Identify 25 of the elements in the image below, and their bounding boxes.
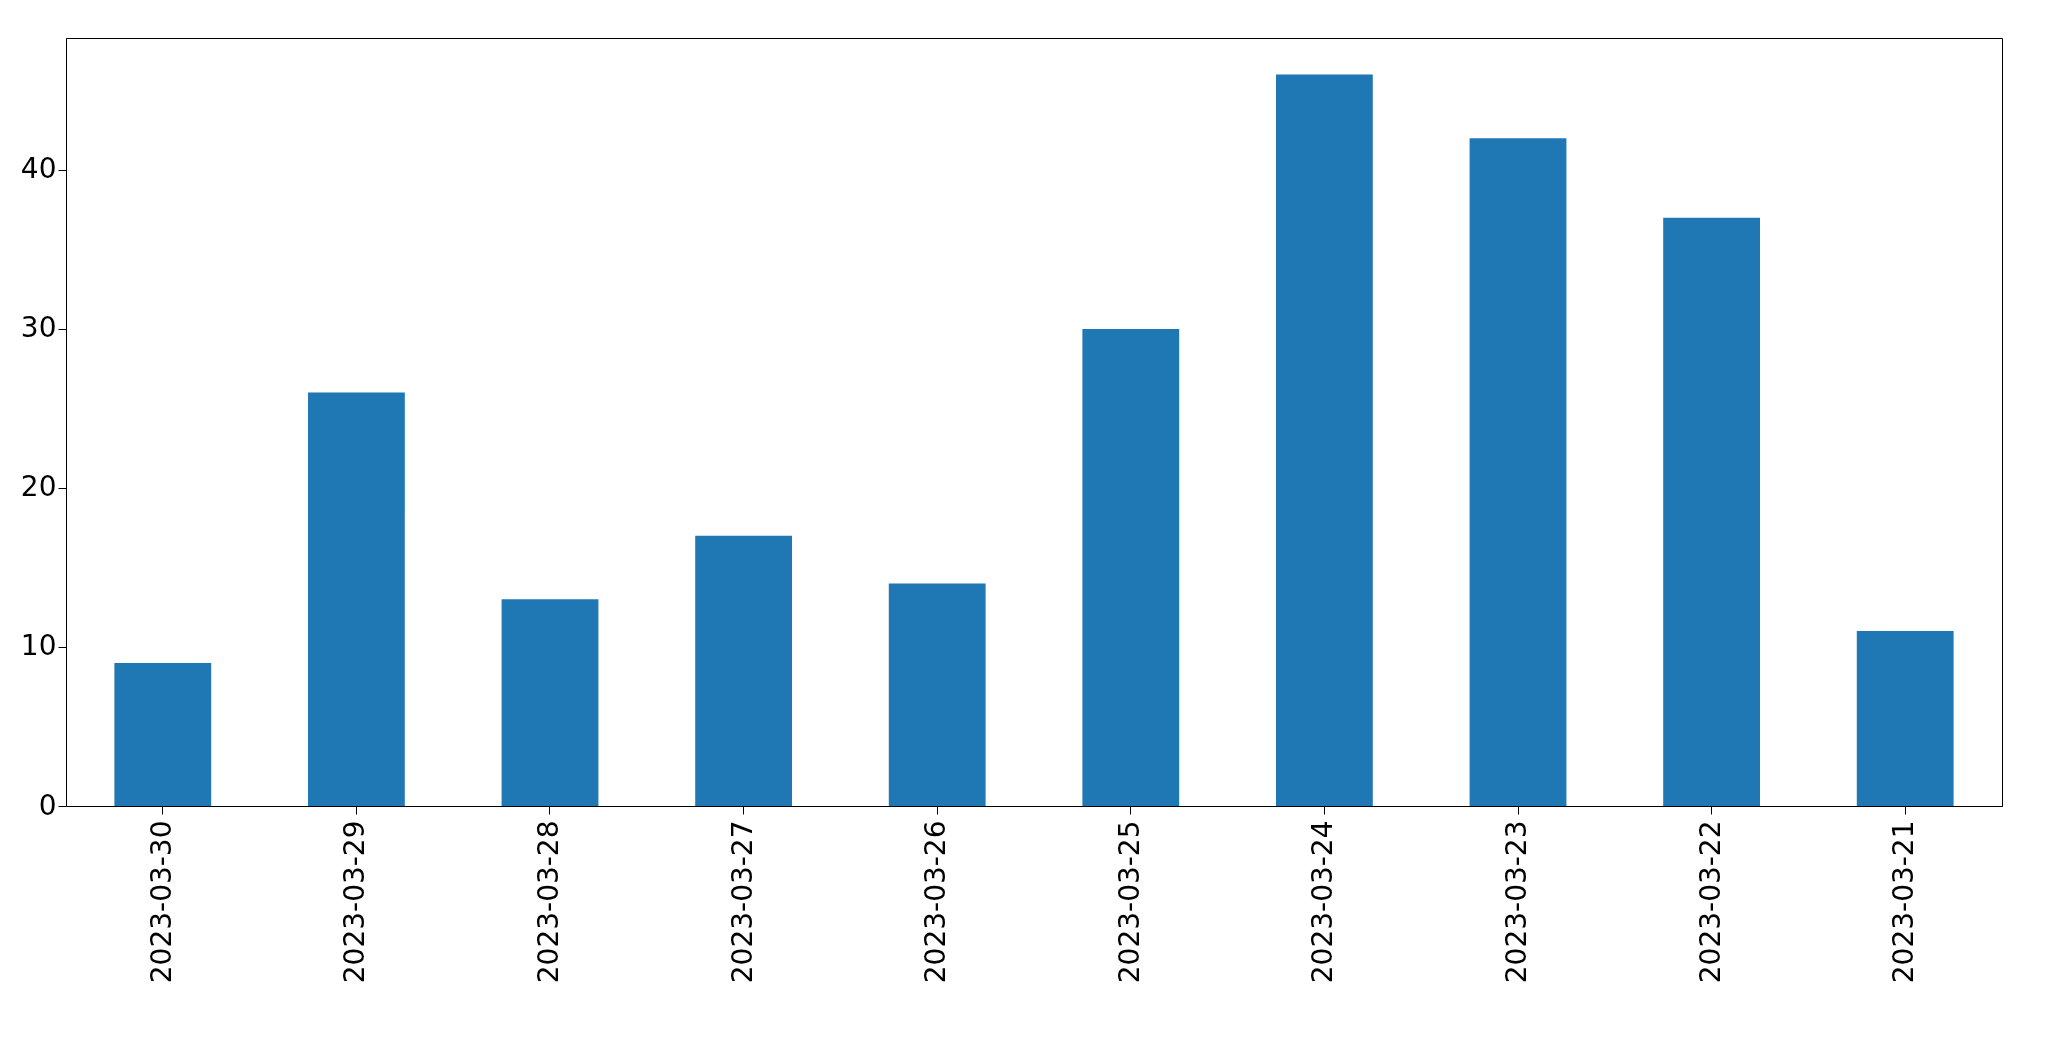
bar (695, 535, 792, 806)
bar (114, 662, 212, 806)
x-tick-label: 2023-03-24 (1306, 820, 1340, 984)
x-tick-label: 2023-03-30 (144, 820, 178, 984)
bar (1082, 328, 1180, 806)
x-tick-label: 2023-03-29 (338, 820, 372, 984)
x-tick-label: 2023-03-26 (919, 820, 953, 984)
bar (888, 583, 986, 806)
x-tick-label: 2023-03-21 (1887, 820, 1921, 984)
bar (308, 392, 405, 806)
bar (1276, 74, 1373, 806)
bar (1663, 217, 1760, 806)
bar (1856, 631, 1954, 806)
x-tick-label: 2023-03-25 (1112, 820, 1146, 984)
x-tick-label: 2023-03-22 (1693, 820, 1727, 984)
y-tick-label: 10 (20, 629, 57, 663)
x-tick-label: 2023-03-23 (1500, 820, 1533, 984)
y-tick-label: 20 (20, 470, 57, 504)
bar (1469, 138, 1567, 806)
y-tick-label: 30 (20, 311, 57, 345)
x-tick-label: 2023-03-28 (532, 820, 565, 984)
x-tick-label: 2023-03-27 (725, 820, 759, 984)
bar (501, 599, 599, 806)
y-tick-label: 40 (20, 152, 57, 186)
y-tick-label: 0 (38, 788, 57, 822)
